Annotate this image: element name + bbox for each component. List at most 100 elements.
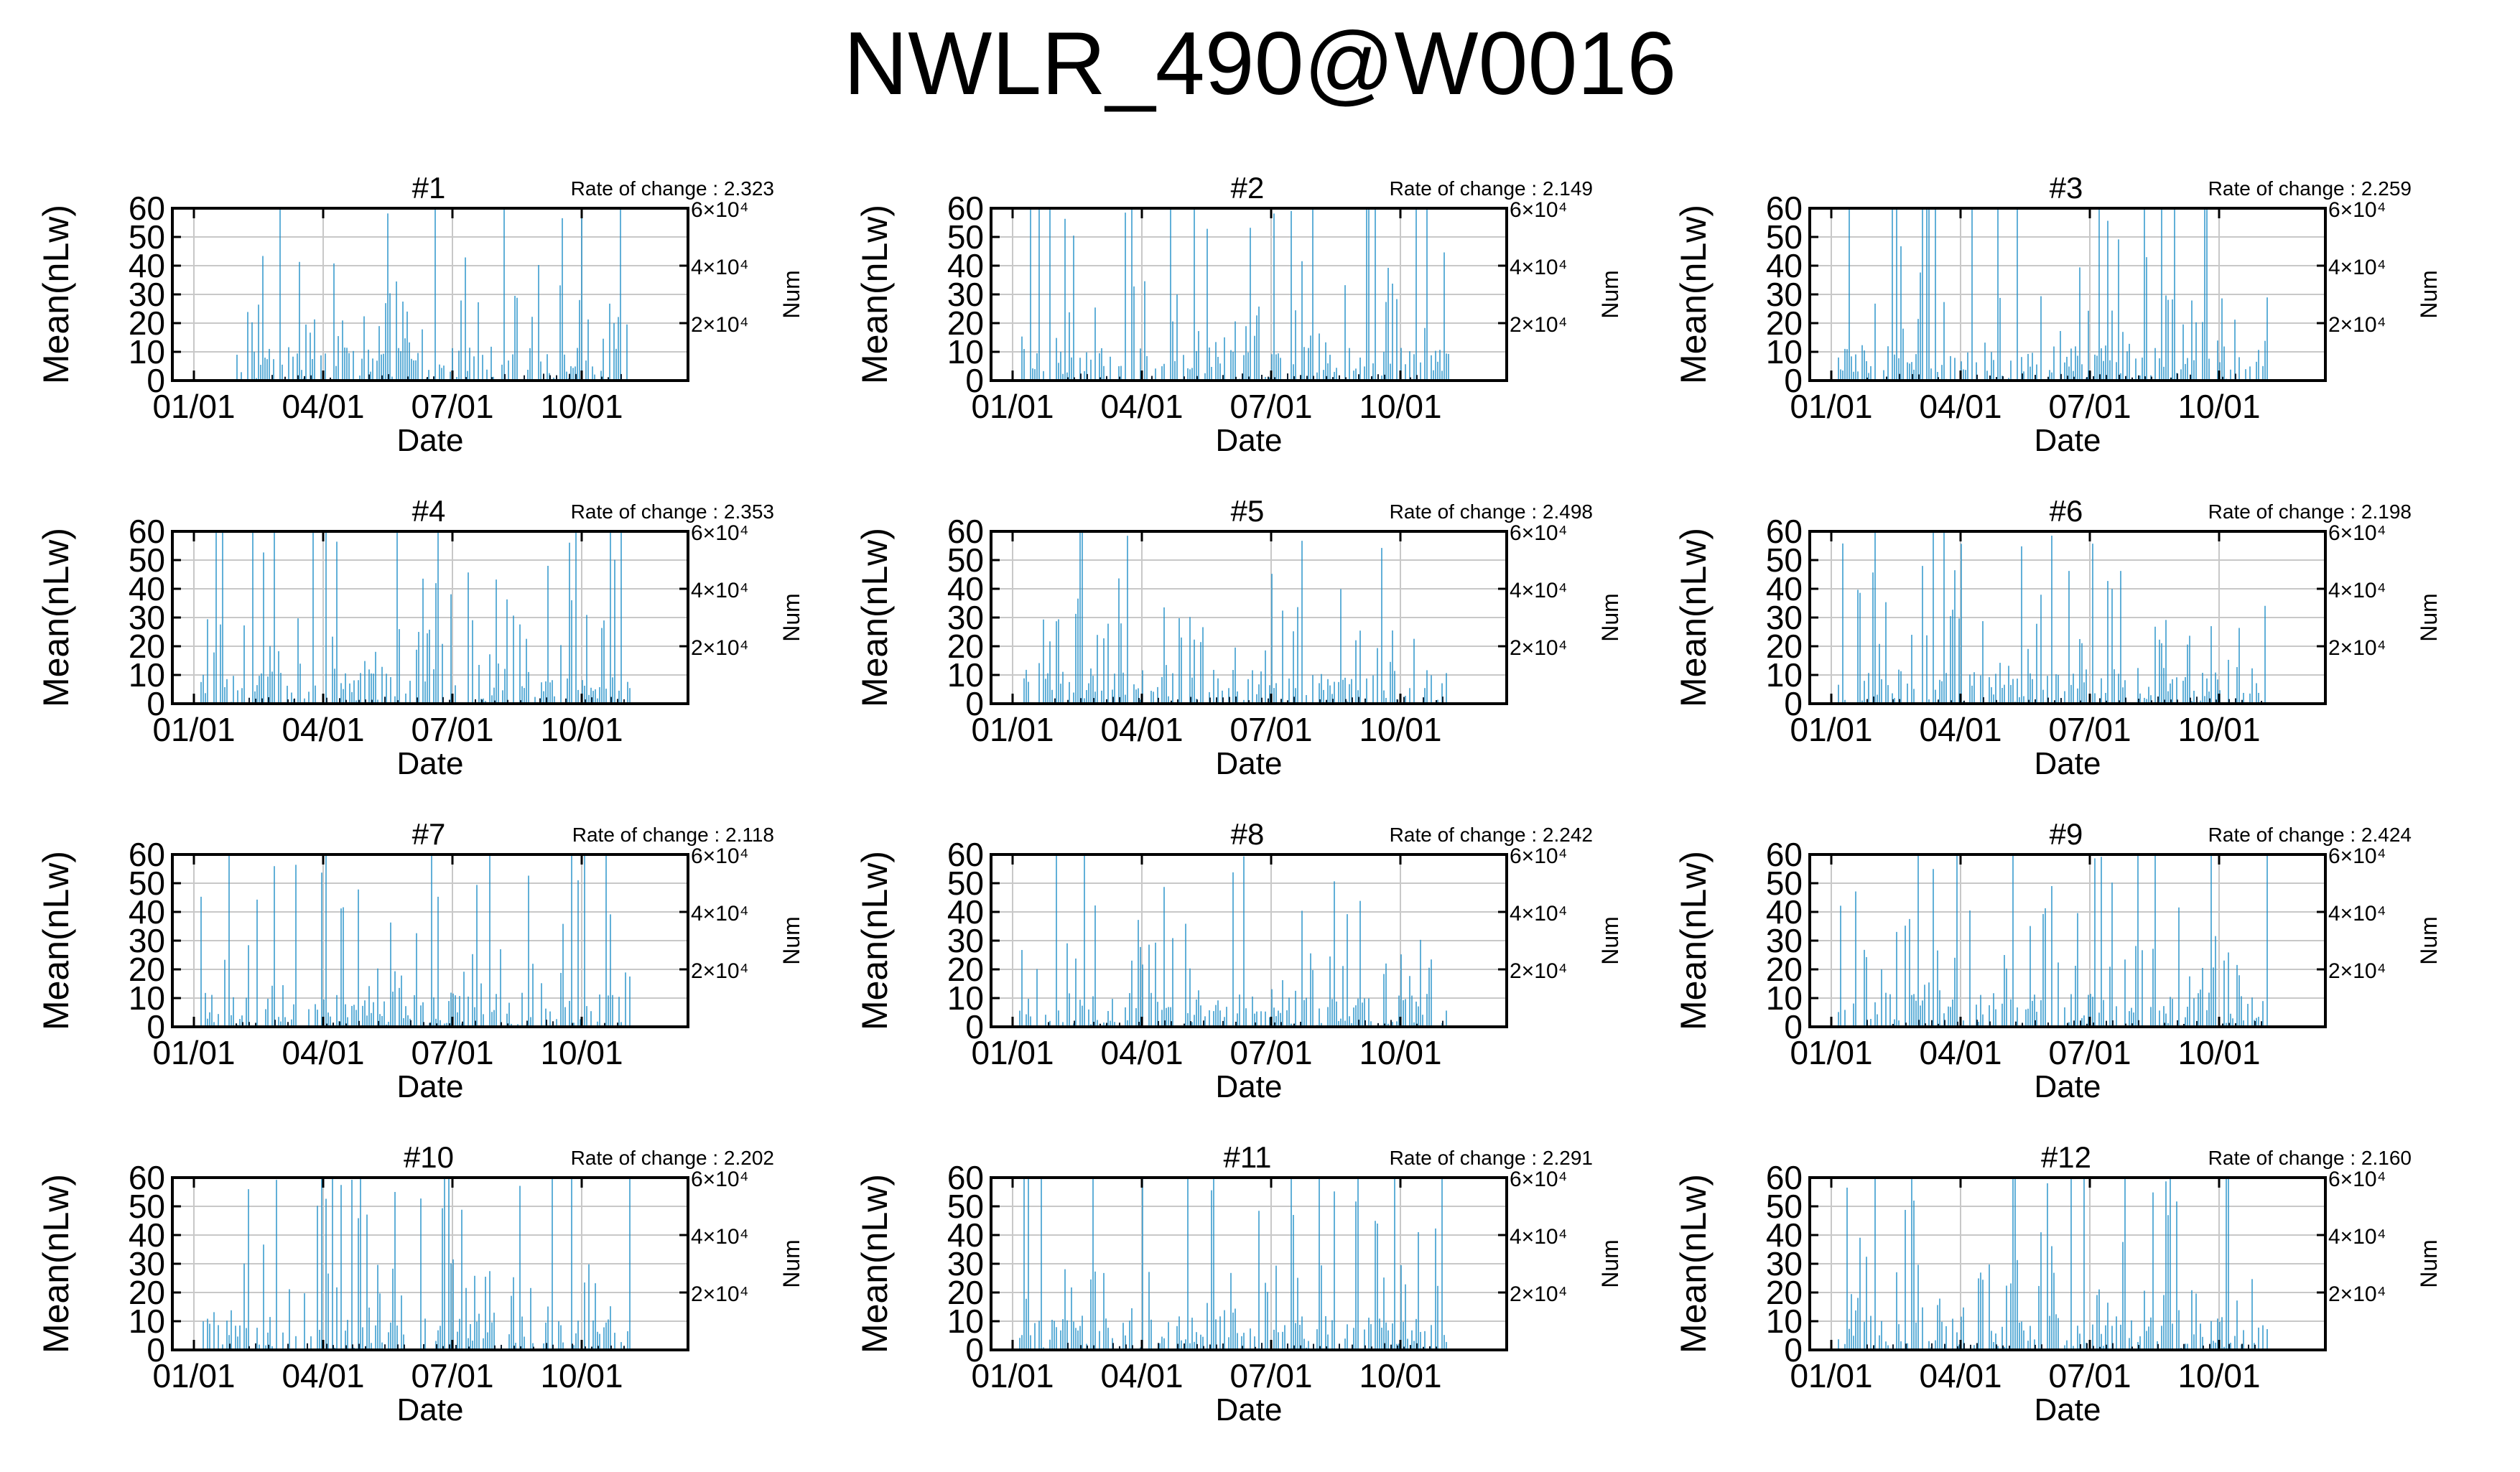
y-tick-label: 30 (1766, 276, 1803, 313)
y2-tick-label: 2×10⁴ (2328, 636, 2386, 660)
rate-of-change-annotation: Rate of change : 2.498 (1390, 500, 1593, 523)
y-tick-label: 20 (947, 951, 984, 988)
y-tick-label: 30 (1766, 922, 1803, 959)
y-tick-label: 40 (947, 570, 984, 607)
x-tick-label: 01/01 (152, 388, 235, 425)
y2-axis-label: Num (2416, 270, 2442, 319)
y2-axis-label: Num (778, 916, 804, 965)
x-tick-label: 01/01 (971, 1034, 1054, 1071)
y2-tick-label: 6×10⁴ (1510, 198, 1567, 222)
chart-title: #9 (2050, 817, 2083, 851)
x-axis-label: Date (397, 1392, 464, 1427)
x-tick-label: 04/01 (1919, 1034, 2001, 1071)
x-axis-label: Date (1216, 1069, 1283, 1104)
x-tick-label: 10/01 (1359, 711, 1441, 748)
y-axis-label: Mean(nLw) (36, 851, 76, 1030)
y-tick-label: 20 (129, 1274, 165, 1311)
y2-tick-label: 6×10⁴ (691, 844, 748, 868)
x-tick-label: 10/01 (540, 1034, 623, 1071)
bars-group (200, 854, 631, 1027)
y-tick-label: 40 (947, 1216, 984, 1254)
x-axis-label: Date (397, 423, 464, 458)
x-tick-label: 01/01 (1790, 1034, 1872, 1071)
chart-panel: 0 10 20 30 40 50 60 01/01 04/01 07/01 10/01 2×10⁴ 4×… (1637, 323, 2449, 781)
y2-tick-label: 2×10⁴ (691, 1282, 748, 1306)
y-axis-label: Mean(nLw) (36, 1174, 76, 1354)
y-tick-label: 20 (947, 1274, 984, 1311)
chart-grid: 0 10 20 30 40 50 60 01/01 04/01 07/01 10/01 2×10⁴ 4×… (0, 171, 2449, 1427)
x-tick-label: 07/01 (411, 1357, 493, 1394)
y2-tick-label: 2×10⁴ (691, 636, 748, 660)
y-tick-label: 30 (947, 276, 984, 313)
y-axis-label: Mean(nLw) (36, 528, 76, 707)
y-tick-label: 20 (947, 304, 984, 342)
x-axis-label: Date (397, 746, 464, 781)
x-tick-label: 04/01 (282, 1034, 364, 1071)
y2-tick-label: 6×10⁴ (691, 521, 748, 545)
x-tick-label: 10/01 (1359, 1034, 1441, 1071)
x-axis-label: Date (2035, 1069, 2101, 1104)
rate-of-change-annotation: Rate of change : 2.323 (571, 177, 774, 200)
y2-tick-label: 4×10⁴ (2328, 902, 2386, 926)
y2-tick-label: 2×10⁴ (2328, 1282, 2386, 1306)
y-tick-label: 40 (129, 1216, 165, 1254)
y-tick-label: 0 (1784, 685, 1803, 722)
bars-group (236, 208, 628, 381)
chart-title: #6 (2050, 494, 2083, 528)
x-tick-label: 07/01 (1229, 388, 1312, 425)
x-tick-label: 04/01 (282, 711, 364, 748)
y2-tick-label: 4×10⁴ (1510, 902, 1567, 926)
x-axis-label: Date (2035, 1392, 2101, 1427)
y-axis-label: Mean(nLw) (1673, 205, 1714, 384)
x-tick-label: 04/01 (1100, 1034, 1183, 1071)
y-tick-label: 50 (947, 218, 984, 256)
y-tick-label: 30 (1766, 1245, 1803, 1282)
chart-title: #3 (2050, 171, 2083, 205)
bars-group (1019, 854, 1447, 1027)
x-tick-label: 10/01 (540, 388, 623, 425)
y-tick-label: 50 (1766, 218, 1803, 256)
x-tick-label: 04/01 (282, 1357, 364, 1394)
y-tick-label: 10 (947, 979, 984, 1017)
y2-axis-label: Num (1597, 593, 1623, 642)
y2-axis-label: Num (778, 270, 804, 319)
x-axis-label: Date (2035, 423, 2101, 458)
y-tick-label: 30 (947, 922, 984, 959)
chart-title: #11 (1224, 1140, 1272, 1174)
bars-group (1021, 208, 1449, 381)
chart-title: #5 (1231, 494, 1265, 528)
x-tick-label: 01/01 (152, 711, 235, 748)
chart-panel: 0 10 20 30 40 50 60 01/01 04/01 07/01 10/01 2×10⁴ 4×… (1637, 646, 2449, 1104)
y-tick-label: 40 (1766, 893, 1803, 931)
y2-axis-label: Num (1597, 270, 1623, 319)
y-tick-label: 0 (1784, 362, 1803, 399)
chart-panel: 0 10 20 30 40 50 60 01/01 04/01 07/01 10/01 2×10⁴ 4×… (0, 969, 812, 1427)
y-tick-label: 40 (129, 893, 165, 931)
y-tick-label: 20 (129, 951, 165, 988)
bars-group (1838, 531, 2266, 704)
y2-tick-label: 6×10⁴ (2328, 198, 2386, 222)
x-axis-label: Date (1216, 423, 1283, 458)
x-tick-label: 07/01 (2048, 388, 2131, 425)
x-tick-label: 07/01 (2048, 711, 2131, 748)
rate-of-change-annotation: Rate of change : 2.259 (2208, 177, 2412, 200)
y2-tick-label: 6×10⁴ (1510, 1168, 1567, 1191)
x-tick-label: 07/01 (411, 711, 493, 748)
y-tick-label: 40 (129, 570, 165, 607)
x-tick-label: 10/01 (1359, 388, 1441, 425)
y-tick-label: 40 (947, 893, 984, 931)
y-axis-label: Mean(nLw) (36, 205, 76, 384)
y-tick-label: 50 (1766, 1188, 1803, 1225)
y-tick-label: 60 (129, 513, 165, 550)
chart-panel: 0 10 20 30 40 50 60 01/01 04/01 07/01 10/01 2×10⁴ 4×… (819, 646, 1630, 1104)
y-tick-label: 30 (1766, 599, 1803, 636)
y-tick-label: 0 (1784, 1008, 1803, 1045)
rate-of-change-annotation: Rate of change : 2.149 (1390, 177, 1593, 200)
y2-tick-label: 2×10⁴ (1510, 313, 1567, 337)
y-tick-label: 0 (965, 362, 984, 399)
